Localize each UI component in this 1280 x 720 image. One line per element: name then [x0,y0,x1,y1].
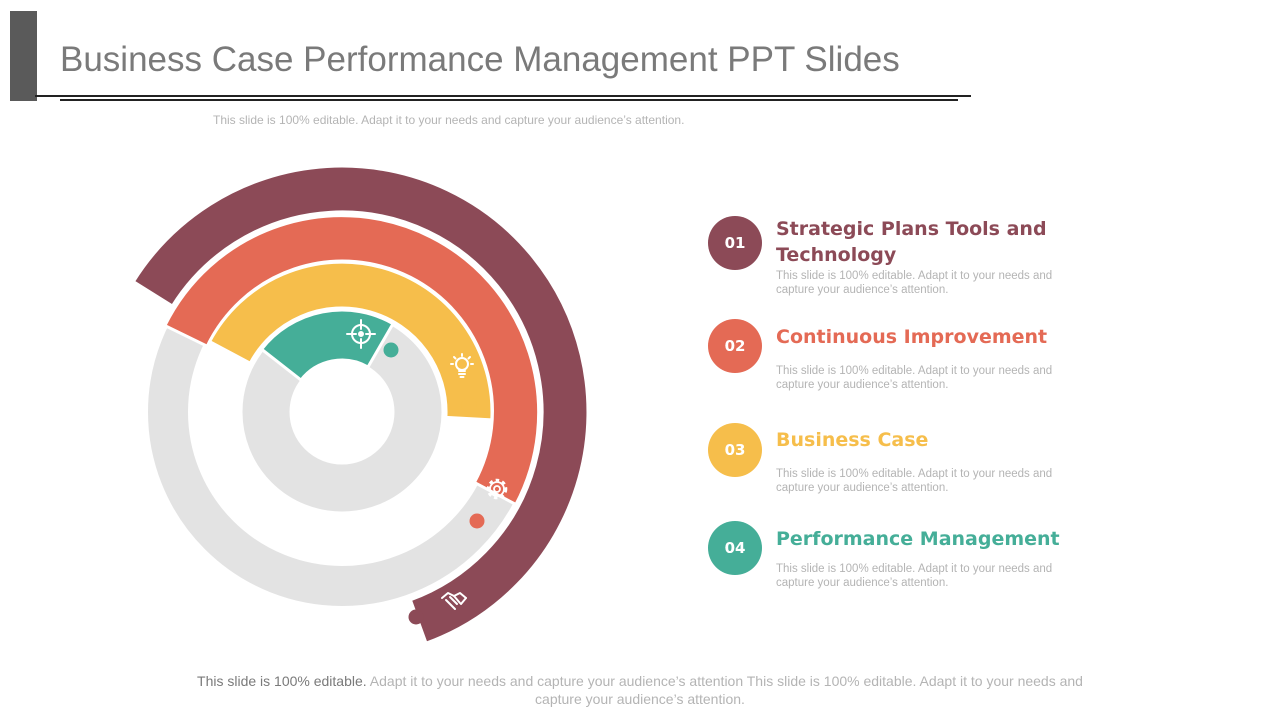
legend-item-business-case: 03 Business Case This slide is 100% edit… [708,423,1128,533]
title-divider [35,95,971,97]
marker-dot-continuous-improvement [469,513,485,529]
arc-business-case [207,260,494,422]
item-number-badge: 01 [708,216,762,270]
marker-dot-performance-management [383,342,399,358]
footer-text: Adapt it to your needs and capture your … [366,673,1083,707]
arc-strategic-plans [131,164,590,646]
target-icon [346,319,376,349]
item-number-badge: 04 [708,521,762,575]
marker-dot-business-case [461,397,477,413]
item-title: Strategic Plans Tools and Technology [776,218,1047,266]
item-title: Business Case [776,429,929,451]
legend-item-continuous-improvement: 02 Continuous Improvement This slide is … [708,319,1128,431]
footer-note: This slide is 100% editable. Adapt it to… [180,672,1100,708]
item-description: This slide is 100% editable. Adapt it to… [776,468,1053,494]
marker-dot-strategic-plans [408,609,424,625]
page-subtitle: This slide is 100% editable. Adapt it to… [213,113,685,127]
radial-diagram [131,164,590,646]
item-description: This slide is 100% editable. Adapt it to… [776,563,1053,589]
title-accent-bar [10,11,37,101]
item-title: Continuous Improvement [776,326,1048,348]
title-divider-inner [60,99,958,101]
lightbulb-icon [450,353,474,378]
gear-icon [486,478,508,500]
footer-lead: This slide is 100% editable. [197,673,367,689]
legend-item-strategic-plans: 01 Strategic Plans Tools and Technology … [708,216,1128,326]
handshake-icon [441,592,467,610]
page-title: Business Case Performance Management PPT… [60,40,900,79]
item-title: Performance Management [776,528,1060,550]
legend-item-performance-management: 04 Performance Management This slide is … [708,521,1128,631]
item-description: This slide is 100% editable. Adapt it to… [776,270,1053,296]
item-description: This slide is 100% editable. Adapt it to… [776,365,1053,391]
item-number-badge: 02 [708,319,762,373]
item-number-badge: 03 [708,423,762,477]
